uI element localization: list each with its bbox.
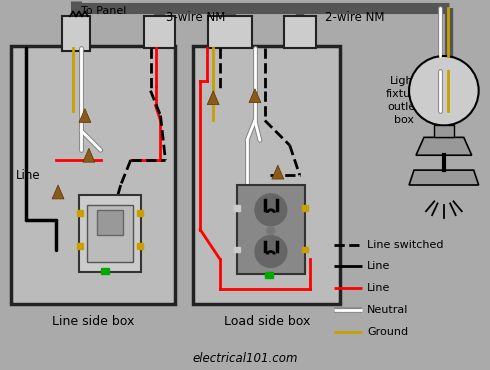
Bar <box>77 210 83 216</box>
Text: 2-wire NM: 2-wire NM <box>325 11 384 24</box>
Polygon shape <box>83 148 95 162</box>
Polygon shape <box>272 165 284 179</box>
Text: Neutral: Neutral <box>368 305 409 315</box>
Circle shape <box>255 194 287 226</box>
Bar <box>11 46 175 304</box>
Bar <box>97 210 122 235</box>
Bar <box>87 205 133 262</box>
Text: Line: Line <box>16 169 41 182</box>
Text: Line: Line <box>368 283 391 293</box>
Bar <box>434 125 454 137</box>
Polygon shape <box>409 170 479 185</box>
Bar <box>193 46 341 304</box>
Bar <box>137 243 143 249</box>
Circle shape <box>267 227 275 235</box>
Bar <box>284 16 316 48</box>
Polygon shape <box>79 108 91 122</box>
Text: Line: Line <box>368 261 391 271</box>
Polygon shape <box>416 137 472 155</box>
Text: electrical101.com: electrical101.com <box>192 352 298 365</box>
Text: Light
fixture
outlet
box: Light fixture outlet box <box>386 76 422 125</box>
Bar <box>302 205 308 211</box>
Polygon shape <box>207 91 219 105</box>
Bar <box>208 16 252 48</box>
Text: To Panel: To Panel <box>81 6 126 16</box>
Text: 3-wire NM: 3-wire NM <box>166 11 225 24</box>
Text: Line switched: Line switched <box>368 239 444 249</box>
Bar <box>234 205 240 211</box>
Text: Line side box: Line side box <box>52 316 135 329</box>
Bar <box>237 185 305 274</box>
Bar <box>79 195 141 272</box>
Bar <box>137 210 143 216</box>
Bar <box>265 272 273 278</box>
Text: Load side box: Load side box <box>224 316 310 329</box>
Circle shape <box>409 56 479 125</box>
Bar <box>77 243 83 249</box>
Bar <box>62 16 90 51</box>
Polygon shape <box>52 185 64 199</box>
Text: Ground: Ground <box>368 327 409 337</box>
Bar <box>101 268 109 274</box>
Bar <box>234 246 240 252</box>
Polygon shape <box>249 89 261 102</box>
Circle shape <box>255 236 287 268</box>
Bar <box>144 16 175 48</box>
Bar <box>302 246 308 252</box>
